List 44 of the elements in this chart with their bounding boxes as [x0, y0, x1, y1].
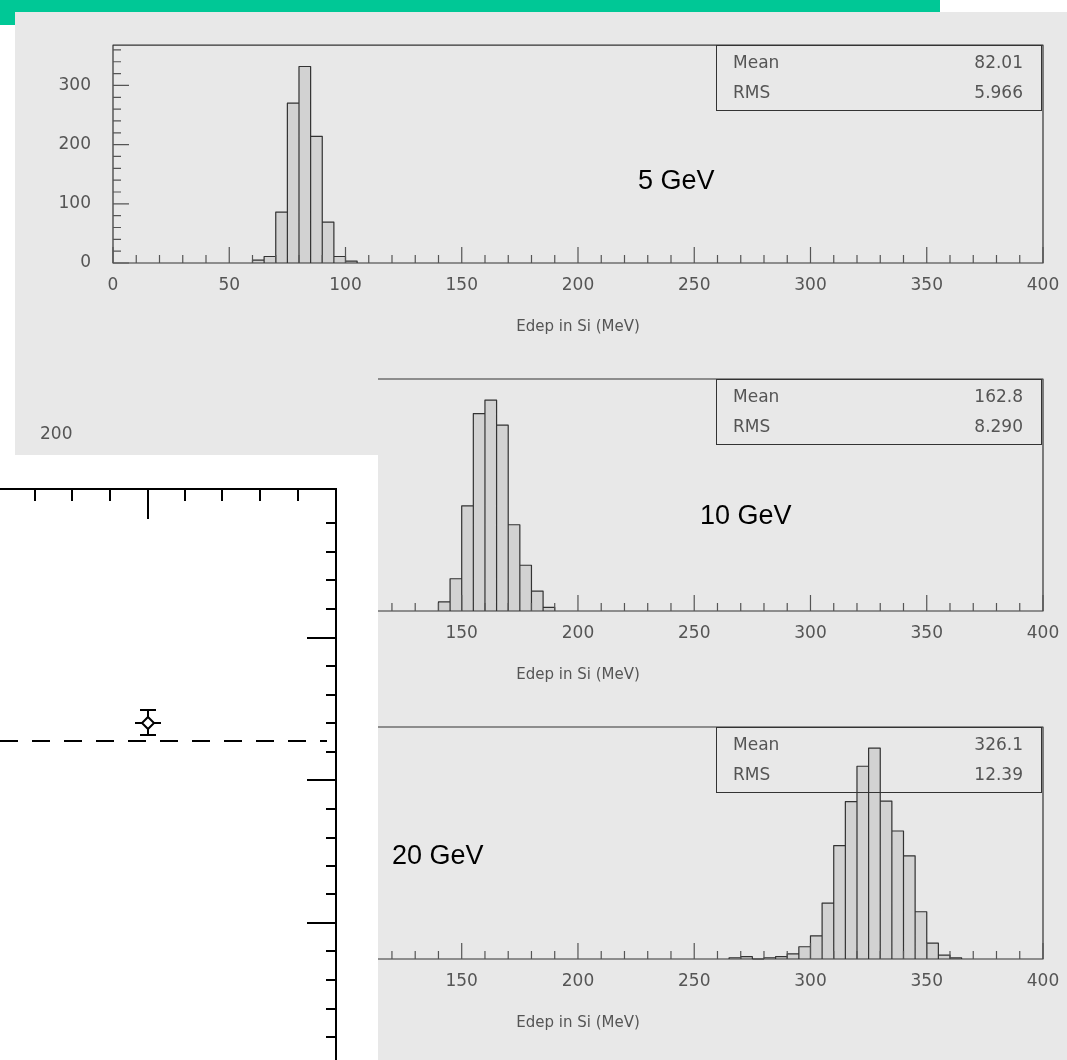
x-tick-label: 250: [678, 621, 711, 642]
annotation: RMS: [733, 416, 771, 436]
annotation: 5.966: [974, 82, 1023, 103]
x-axis-title: Edep in Si (MeV): [516, 1013, 640, 1031]
annotation: Mean: [733, 52, 780, 73]
x-tick-label: 400: [1026, 273, 1060, 294]
annotation: 326.1: [974, 734, 1023, 754]
annotation: 12.39: [974, 764, 1023, 784]
x-tick-label: 150: [445, 621, 478, 642]
x-axis-title: Edep in Si (MeV): [516, 317, 640, 335]
x-tick-label: 150: [445, 273, 478, 294]
x-tick-label: 350: [910, 969, 943, 990]
x-tick-label: 200: [561, 273, 595, 294]
x-tick-label: 300: [794, 969, 827, 990]
x-tick-label: 150: [445, 969, 478, 990]
annotation: 5 GeV: [638, 165, 715, 196]
x-tick-label: 200: [561, 621, 595, 642]
x-tick-label: 250: [678, 969, 711, 990]
x-tick-label: 350: [910, 273, 943, 294]
x-tick-label: 50: [218, 273, 241, 294]
y-tick-label: 200: [58, 133, 91, 154]
annotation: 10 GeV: [700, 500, 792, 531]
annotation: RMS: [733, 82, 771, 103]
x-tick-label: 400: [1026, 969, 1060, 990]
annotation: 162.8: [974, 386, 1023, 406]
text: 200: [40, 423, 73, 443]
x-tick-label: 100: [329, 273, 362, 294]
annotation: 82.01: [974, 52, 1023, 73]
annotation: 8.290: [974, 416, 1023, 436]
x-tick-label: 300: [794, 621, 827, 642]
x-tick-label: 200: [561, 969, 595, 990]
annotation: Mean: [733, 734, 780, 754]
x-tick-label: 350: [910, 621, 943, 642]
annotation: 20 GeV: [392, 840, 484, 871]
x-tick-label: 250: [678, 273, 711, 294]
y-tick-label: 100: [58, 192, 91, 213]
y-tick-label: 300: [58, 73, 91, 94]
x-tick-label: 400: [1026, 621, 1060, 642]
annotation: RMS: [733, 764, 771, 784]
annotation: Mean: [733, 386, 780, 406]
y-tick-label: 0: [80, 251, 91, 272]
x-axis-title: Edep in Si (MeV): [516, 665, 640, 683]
x-tick-label: 0: [107, 273, 119, 294]
x-tick-label: 300: [794, 273, 827, 294]
